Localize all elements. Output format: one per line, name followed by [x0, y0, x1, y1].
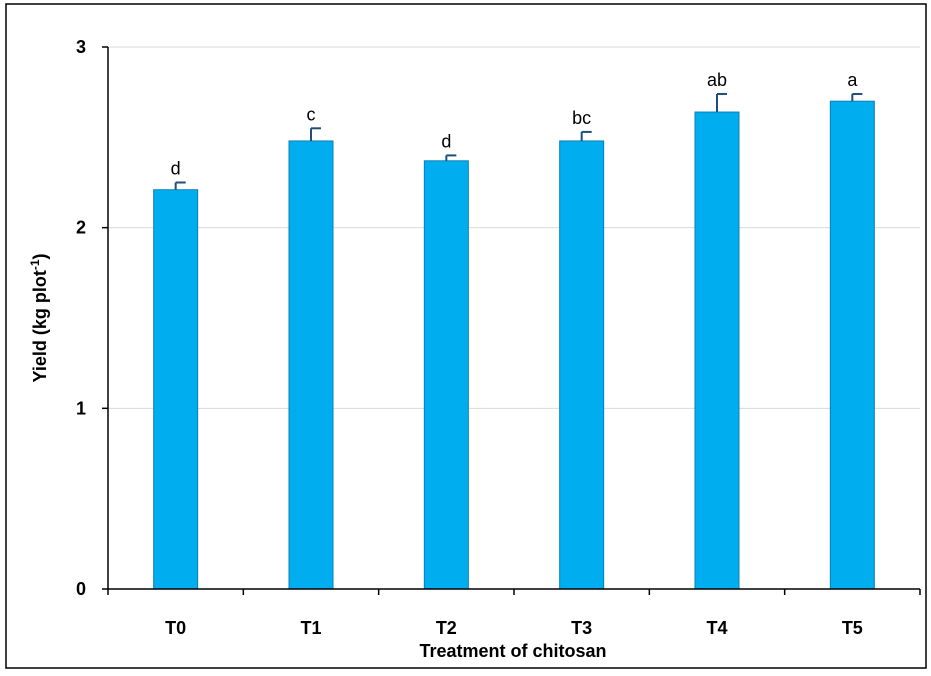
y-axis-title-main: Yield (kg plot — [30, 270, 50, 382]
bar-T1 — [288, 140, 334, 590]
x-axis-title: Treatment of chitosan — [419, 641, 606, 661]
bar-T2 — [423, 160, 469, 590]
x-tick-label: T5 — [842, 618, 863, 638]
bar-T0 — [153, 189, 199, 590]
axes: 0 1 2 3 T0 T1 T2 T3 T4 T5 — [76, 37, 921, 638]
significance-letter: d — [171, 159, 181, 179]
y-axis-title: Yield (kg plot-1) — [28, 253, 50, 382]
gridlines — [108, 46, 920, 409]
significance-letter: c — [307, 104, 316, 124]
significance-letter: d — [441, 131, 451, 151]
x-tick-label: T3 — [571, 618, 592, 638]
bar-T3 — [559, 140, 605, 590]
x-tick-label: T0 — [165, 618, 186, 638]
y-tick-label: 1 — [76, 398, 86, 418]
labels: d c d bc ab a — [171, 70, 859, 179]
y-tick-label: 2 — [76, 218, 86, 238]
x-tick-label: T2 — [436, 618, 457, 638]
y-tick-label: 0 — [76, 579, 86, 599]
y-axis-title-sup: -1 — [28, 259, 42, 270]
bars — [153, 92, 875, 590]
x-tick-label: T1 — [300, 618, 321, 638]
significance-letter: ab — [707, 70, 727, 90]
x-tick-label: T4 — [706, 618, 727, 638]
bar-T5 — [829, 100, 875, 590]
significance-letter: a — [847, 70, 858, 90]
y-axis-title-close: ) — [30, 253, 50, 259]
significance-letter: bc — [572, 108, 591, 128]
bar-T4 — [694, 111, 740, 590]
y-tick-label: 3 — [76, 37, 86, 57]
